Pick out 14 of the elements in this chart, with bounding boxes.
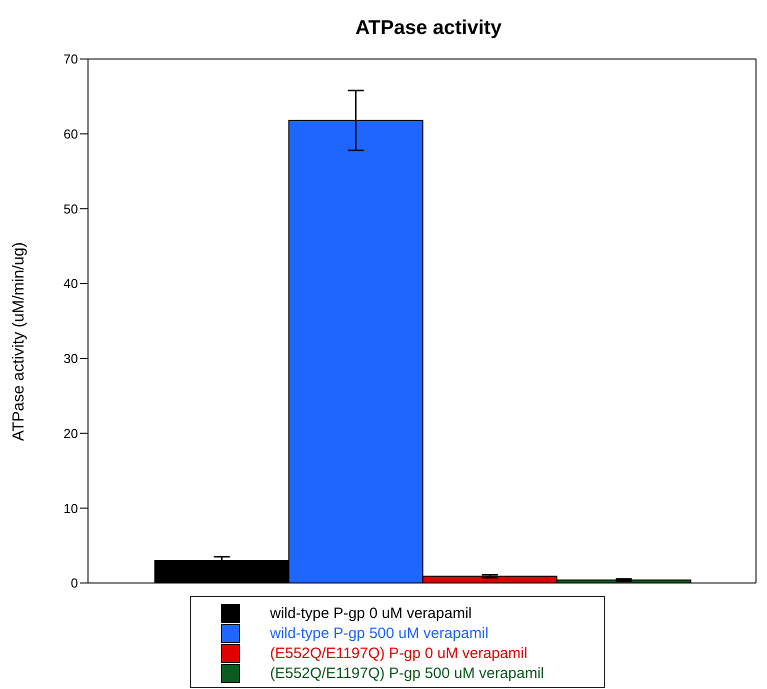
- y-tick-label: 60: [64, 126, 78, 142]
- y-tick-label: 40: [64, 276, 78, 292]
- y-tick-label: 70: [64, 52, 78, 67]
- y-tick-label: 50: [64, 201, 78, 216]
- legend-label: (E552Q/E1197Q) P-gp 0 uM verapamil: [270, 644, 528, 662]
- chart-title: ATPase activity: [354, 16, 503, 41]
- y-tick-label: 20: [64, 426, 78, 441]
- y-tick-label: 30: [64, 351, 78, 366]
- legend-label: wild-type P-gp 0 uM verapamil: [270, 604, 472, 622]
- y-tick-label: 10: [64, 500, 78, 516]
- legend-label: wild-type P-gp 500 uM verapamil: [270, 624, 488, 642]
- y-axis-title: ATPase activity (uM/min/ug): [10, 242, 28, 441]
- y-tick-label: 0: [70, 576, 78, 591]
- legend-label: (E552Q/E1197Q) P-gp 500 uM verapamil: [270, 664, 544, 682]
